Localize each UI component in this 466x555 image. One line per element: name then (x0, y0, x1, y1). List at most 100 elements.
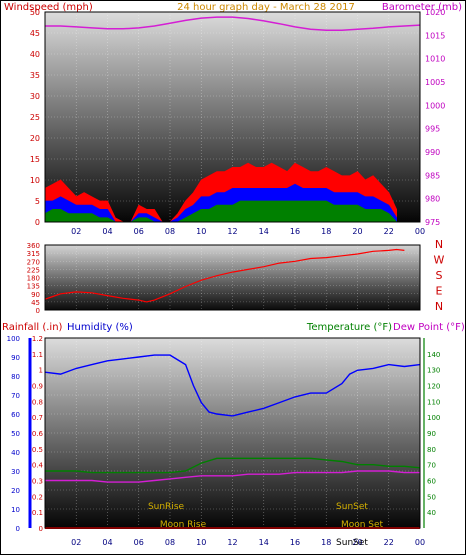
moonset-label: Moon Set (341, 520, 384, 530)
temperature-y-tick-label: 130 (427, 367, 440, 375)
humidity-x-tick-label: 18 (321, 538, 331, 547)
wind-y-tick-label: 5 (35, 197, 40, 206)
temperature-y-tick-label: 100 (427, 414, 440, 422)
barometer-y-tick-label: 985 (425, 171, 440, 180)
sunset-label: SunSet (336, 502, 368, 512)
wind-x-tick-label: 02 (71, 227, 81, 236)
humidity-y-tick-label: 100 (7, 335, 20, 343)
direction-y-tick-label: 180 (27, 275, 40, 283)
series-temperature-line (45, 457, 421, 474)
barometer-y-tick-label: 995 (425, 125, 440, 134)
dewpoint-title: Dew Point (°F) (393, 322, 465, 333)
chart-title: 24 hour graph day - March 28 2017 (177, 2, 355, 13)
wind-x-tick-label: 00 (415, 227, 425, 236)
rain-y-tick-label: 0.1 (32, 509, 43, 517)
temperature-y-tick-label: 60 (427, 478, 436, 486)
sunset-bottom-label: SunSet (336, 538, 368, 548)
rain-y-tick-label: 1.1 (32, 351, 43, 359)
barometer-y-tick-label: 990 (425, 148, 440, 157)
humidity-y-tick-label: 30 (11, 468, 20, 476)
wind-x-tick-label: 06 (134, 227, 144, 236)
humidity-x-tick-label: 06 (134, 538, 144, 547)
rain-y-tick-label: 1 (39, 367, 43, 375)
rain-y-tick-label: 0.4 (32, 462, 44, 470)
wind-y-tick-label: 30 (30, 92, 40, 101)
direction-panel-bg (45, 245, 420, 310)
humidity-x-tick-label: 16 (290, 538, 300, 547)
rain-y-tick-label: 1.2 (32, 335, 43, 343)
wind-panel-frame (44, 11, 421, 223)
wind-y-tick-label: 25 (30, 113, 40, 122)
rain-y-tick-label: 0.8 (32, 398, 43, 406)
direction-y-tick-label: 315 (27, 250, 40, 258)
series-dir-line (44, 248, 405, 303)
wind-y-tick-label: 50 (30, 8, 40, 17)
wind-panel-axes: 0510152025303540455097598098599099510001… (30, 8, 446, 236)
wind-x-tick-label: 10 (196, 227, 206, 236)
wind-y-tick-label: 15 (30, 155, 40, 164)
direction-y-tick-label: 135 (27, 283, 40, 291)
humidity-x-tick-label: 12 (227, 538, 237, 547)
rainfall-title: Rainfall (.in) (2, 322, 63, 333)
wind-x-tick-label: 22 (384, 227, 394, 236)
temperature-y-tick-label: 120 (427, 383, 440, 391)
temperature-y-tick-label: 70 (427, 462, 436, 470)
direction-panel-frame (44, 244, 421, 311)
humidity-x-tick-label: 10 (196, 538, 206, 547)
humidity-x-tick-label: 20 (352, 538, 362, 547)
rain-y-tick-label: 0.2 (32, 493, 43, 501)
wind-y-tick-label: 20 (30, 134, 40, 143)
series-humidity-line (44, 354, 421, 417)
wind-y-tick-label: 45 (30, 29, 40, 38)
humidity-panel-axes: 0 10 20 30 40 50 60 70 80 90 100 0 0.1 0.2 0.3 0.4 0.5 0.… (7, 335, 441, 547)
humidity-y-tick-label: 90 (11, 354, 20, 362)
rain-y-tick-label: 0.6 (32, 430, 44, 438)
temperature-y-tick-label: 40 (427, 509, 436, 517)
humidity-y-tick-label: 10 (11, 506, 20, 514)
rain-y-tick-label: 0.3 (32, 478, 43, 486)
temperature-y-tick-label: 90 (427, 430, 436, 438)
humidity-y-tick-label: 20 (11, 487, 20, 495)
direction-y-tick-label: 90 (31, 291, 40, 299)
humidity-x-tick-label: 08 (165, 538, 175, 547)
series-dewpoint-line (45, 470, 420, 483)
wind-y-tick-label: 0 (35, 218, 40, 227)
rain-y-tick-label: 0.5 (32, 446, 43, 454)
compass-letter: N (435, 238, 443, 251)
compass-letter: E (436, 285, 443, 298)
barometer-title: Barometer (mb) (382, 2, 462, 13)
wind-y-tick-label: 10 (30, 176, 40, 185)
temperature-title: Temperature (°F) (306, 322, 392, 333)
barometer-y-tick-label: 1000 (425, 101, 445, 110)
humidity-y-tick-label: 80 (11, 373, 20, 381)
rain-y-tick-label: 0.9 (32, 383, 43, 391)
direction-y-tick-label: 225 (27, 266, 40, 274)
wind-x-tick-label: 14 (259, 227, 269, 236)
compass-letter: N (435, 300, 443, 313)
humidity-y-tick-label: 70 (11, 392, 20, 400)
humidity-y-tick-label: 60 (11, 411, 20, 419)
wind-y-tick-label: 35 (30, 71, 40, 80)
temperature-y-tick-label: 140 (427, 351, 440, 359)
wind-x-tick-label: 08 (165, 227, 175, 236)
humidity-x-tick-label: 02 (71, 538, 81, 547)
humidity-x-tick-label: 14 (259, 538, 269, 547)
wind-x-tick-label: 18 (321, 227, 331, 236)
humidity-y-tick-label: 0 (16, 525, 20, 533)
compass-letter: W (434, 254, 445, 267)
direction-panel-series (44, 248, 405, 303)
humidity-y-tick-label: 40 (11, 449, 20, 457)
wind-x-tick-label: 20 (352, 227, 362, 236)
wind-panel-series (44, 16, 421, 223)
barometer-y-tick-label: 980 (425, 195, 440, 204)
humidity-x-tick-label: 04 (102, 538, 112, 547)
direction-y-tick-label: 270 (27, 258, 40, 266)
series-low-area (44, 200, 398, 223)
rain-y-tick-label: 0 (39, 525, 43, 533)
humidity-panel-frame (44, 337, 421, 529)
barometer-y-tick-label: 1015 (425, 31, 445, 40)
humidity-title: Humidity (%) (67, 322, 133, 333)
rain-y-tick-label: 0.7 (32, 414, 43, 422)
temperature-y-tick-label: 50 (427, 493, 436, 501)
